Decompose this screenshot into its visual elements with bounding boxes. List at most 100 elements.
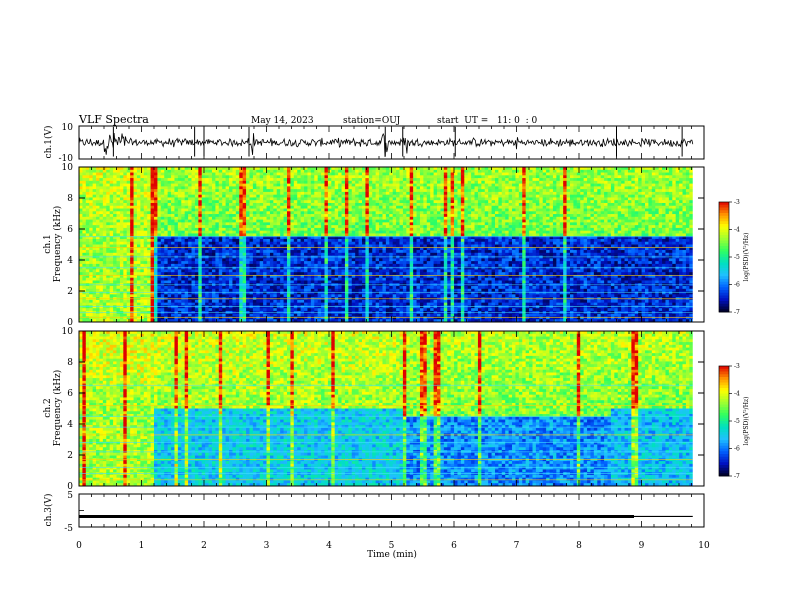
- spec-cell: [198, 225, 203, 229]
- spec-cell: [102, 313, 107, 317]
- spec-cell: [358, 214, 363, 218]
- spec-cell: [321, 308, 325, 312]
- spec-cell: [215, 175, 220, 179]
- spec-cell: [229, 238, 233, 243]
- spec-cell: [106, 197, 111, 201]
- spec-cell: [140, 169, 145, 173]
- spec-cell: [82, 172, 87, 176]
- spec-cell: [232, 214, 237, 218]
- spec-cell: [177, 244, 182, 248]
- spec-cell: [102, 172, 107, 176]
- spec-cell: [334, 252, 339, 256]
- spec-cell: [293, 244, 298, 248]
- spec-cell: [92, 167, 97, 171]
- spec-cell: [171, 238, 175, 243]
- spec-cell: [106, 247, 111, 251]
- spec-cell: [143, 294, 148, 298]
- spec-cell: [317, 172, 322, 176]
- spec-cell: [290, 263, 295, 268]
- spec-cell: [338, 305, 342, 309]
- spec-cell: [154, 241, 158, 245]
- spec-cell: [242, 241, 247, 245]
- spec-cell: [266, 244, 271, 248]
- spec-cell: [310, 238, 315, 243]
- spec-cell: [344, 230, 349, 234]
- spec-cell: [286, 180, 291, 185]
- spec-cell: [314, 200, 319, 204]
- spec-cell: [218, 302, 223, 306]
- spec-cell: [147, 316, 151, 320]
- spec-cell: [157, 266, 162, 270]
- spec-cell: [205, 250, 209, 254]
- spec-cell: [89, 277, 94, 281]
- spec-cell: [181, 175, 186, 179]
- spec-cell: [99, 241, 104, 245]
- spec-cell: [276, 280, 281, 284]
- spec-cell: [372, 236, 377, 240]
- spec-cell: [327, 202, 332, 207]
- spec-cell: [184, 247, 189, 251]
- spec-cell: [191, 250, 196, 254]
- spec-cell: [372, 252, 377, 256]
- spec-cell: [273, 274, 278, 279]
- spec-cell: [177, 233, 182, 237]
- spec-cell: [344, 172, 349, 176]
- spec-cell: [222, 288, 227, 292]
- spec-cell: [317, 205, 322, 209]
- spec-cell: [314, 175, 319, 179]
- spec-cell: [113, 305, 117, 309]
- spec-cell: [177, 258, 182, 262]
- spec-cell: [157, 263, 162, 268]
- spec-cell: [314, 294, 319, 298]
- spec-cell: [348, 219, 353, 223]
- spec-cell: [246, 272, 250, 276]
- spec-cell: [82, 169, 87, 173]
- spec-cell: [215, 266, 220, 270]
- spec-cell: [160, 258, 165, 262]
- spec-cell: [362, 266, 366, 270]
- spec-cell: [327, 261, 332, 265]
- spec-cell: [232, 189, 237, 193]
- spec-cell: [160, 308, 165, 312]
- spec-cell: [225, 208, 230, 212]
- spec-cell: [225, 269, 230, 273]
- spec-cell: [160, 263, 165, 268]
- spec-cell: [208, 313, 213, 317]
- spec-cell: [266, 186, 271, 190]
- spec-cell: [372, 225, 377, 229]
- spec-cell: [334, 183, 339, 187]
- spec-cell: [188, 169, 192, 173]
- spec-cell: [82, 252, 87, 256]
- spec-cell: [273, 305, 278, 309]
- spec-cell: [246, 269, 250, 273]
- spec-cell: [310, 197, 315, 201]
- spec-cell: [229, 305, 233, 309]
- spec-cell: [368, 238, 373, 243]
- spec-cell: [119, 286, 124, 290]
- spec-cell: [113, 175, 117, 179]
- spec-cell: [297, 169, 302, 173]
- spec-cell: [102, 169, 107, 173]
- spec-cell: [307, 202, 312, 207]
- spec-cell: [119, 236, 124, 240]
- spec-cell: [368, 202, 373, 207]
- spec-cell: [140, 291, 145, 295]
- spec-cell: [92, 222, 97, 226]
- spec-cell: [307, 244, 312, 248]
- spec-cell: [157, 258, 162, 262]
- spec-cell: [143, 250, 148, 254]
- spec-cell: [232, 205, 237, 209]
- spec-cell: [321, 178, 325, 182]
- spec-cell: [194, 219, 199, 223]
- spec-cell: [290, 302, 295, 306]
- spec-cell: [167, 305, 172, 309]
- spec-cell: [280, 194, 284, 198]
- spec-cell: [188, 302, 192, 306]
- spec-cell: [310, 175, 315, 179]
- spec-cell: [297, 214, 302, 218]
- spec-cell: [290, 258, 295, 262]
- spec-cell: [181, 222, 186, 226]
- spec-cell: [314, 250, 319, 254]
- spec-cell: [201, 308, 206, 312]
- spec-cell: [143, 219, 148, 223]
